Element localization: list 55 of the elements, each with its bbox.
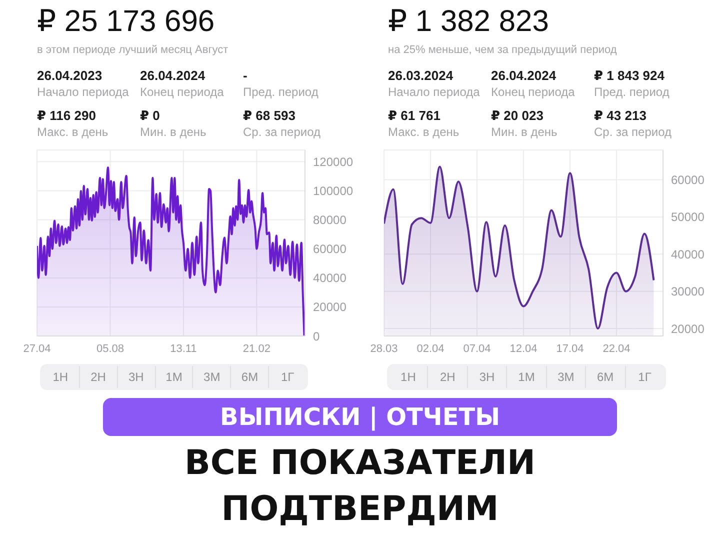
text: в этом периоде лучший месяц Август bbox=[37, 44, 230, 56]
text: Конец периода bbox=[491, 84, 576, 100]
y-tick-label: 60000 bbox=[313, 242, 347, 256]
y-tick-label: 40000 bbox=[313, 271, 347, 286]
x-tick-label: 27.04 bbox=[23, 342, 51, 355]
text: ВСЕ ПОКАЗАТЕЛИ bbox=[184, 442, 536, 485]
y-tick-label: 30000 bbox=[671, 284, 705, 299]
y-tick-label: 20000 bbox=[671, 322, 705, 336]
x-tick-label: 02.04 bbox=[416, 342, 444, 355]
text: на 25% меньше, чем за предыдущий период bbox=[388, 44, 618, 56]
x-tick-label: 28.03 bbox=[370, 342, 398, 355]
x-tick-label: 13.11 bbox=[170, 342, 197, 355]
text: - bbox=[243, 68, 248, 84]
y-tick-label: 60000 bbox=[671, 173, 705, 188]
text: 26.04.2024 bbox=[491, 68, 558, 84]
text: Конец периода bbox=[140, 84, 225, 100]
y-tick-label: 120000 bbox=[313, 154, 354, 169]
text: ₽ 68 593 bbox=[243, 108, 296, 124]
x-tick-label: 17.04 bbox=[556, 342, 584, 355]
text: ₽ 1 382 823 bbox=[388, 4, 550, 40]
x-tick-label: 22.04 bbox=[602, 342, 630, 355]
y-tick-label: 100000 bbox=[313, 184, 354, 198]
text: ПОДТВЕРДИМ bbox=[220, 488, 500, 531]
text: 26.04.2023 bbox=[37, 68, 104, 84]
y-tick-label: 50000 bbox=[671, 210, 705, 224]
y-tick-label: 0 bbox=[313, 329, 320, 344]
text: ВЫПИСКИ | ОТЧЕТЫ bbox=[103, 398, 617, 436]
text: Начало периода bbox=[37, 84, 130, 100]
text: Ср. за период bbox=[243, 124, 322, 140]
text: ₽ 20 023 bbox=[491, 108, 544, 124]
text: 26.04.2024 bbox=[140, 68, 206, 84]
x-tick-label: 21.02 bbox=[242, 342, 270, 355]
x-tick-label: 07.04 bbox=[463, 342, 491, 355]
period-selector: 1Н 2Н 3Н 1М 3М 6М 1Г bbox=[40, 364, 308, 390]
text: Мин. в день bbox=[491, 124, 558, 140]
x-tick-label: 12.04 bbox=[510, 342, 538, 355]
text: ₽ 61 761 bbox=[388, 108, 442, 124]
text: 26.03.2024 bbox=[388, 68, 454, 84]
text: Пред. период bbox=[243, 84, 320, 100]
text: Макс. в день bbox=[37, 124, 110, 140]
text: ₽ 43 213 bbox=[594, 108, 648, 124]
text: Пред. период bbox=[594, 84, 670, 100]
text: Начало периода bbox=[388, 84, 481, 100]
y-tick-label: 20000 bbox=[313, 300, 347, 314]
text: ₽ 0 bbox=[140, 108, 161, 124]
y-tick-label: 40000 bbox=[671, 247, 705, 262]
y-tick-label: 80000 bbox=[313, 213, 347, 228]
period-selector: 1Н 2Н 3Н 1М 3М 6М 1Г bbox=[387, 364, 666, 390]
text: ₽ 25 173 696 bbox=[37, 4, 216, 40]
text: Ср. за период bbox=[594, 124, 672, 140]
x-tick-label: 05.08 bbox=[96, 342, 124, 355]
text: ₽ 1 843 924 bbox=[594, 68, 666, 84]
text: Макс. в день bbox=[388, 124, 460, 140]
text: Мин. в день bbox=[140, 124, 208, 140]
text: ₽ 116 290 bbox=[37, 108, 97, 124]
